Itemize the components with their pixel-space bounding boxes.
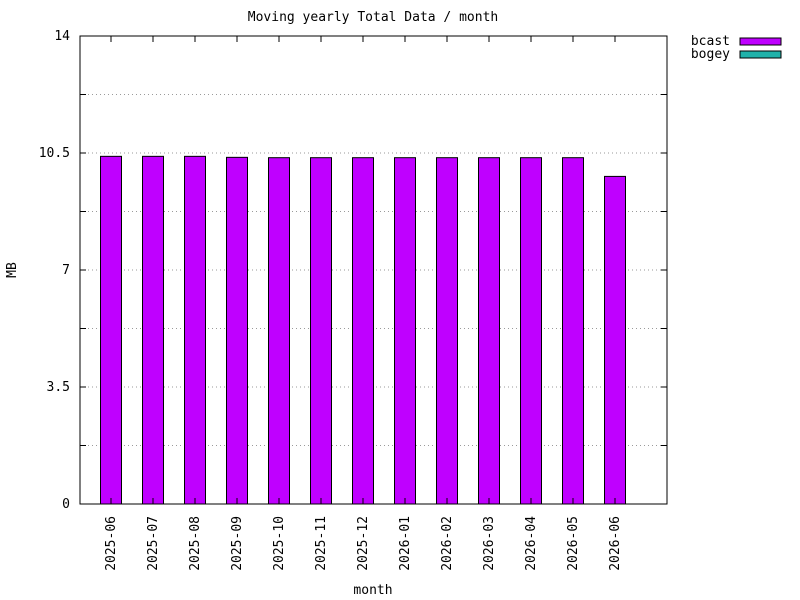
bar-bcast — [478, 157, 500, 505]
y-tick-label: 3.5 — [47, 380, 70, 395]
y-axis-label: MB — [5, 262, 20, 278]
x-tick-label: 2025-08 — [188, 516, 203, 571]
bar-bcast — [436, 157, 458, 505]
y-tick-label: 14 — [54, 29, 70, 44]
legend-label: bogey — [691, 47, 730, 62]
x-tick-label: 2026-03 — [482, 516, 497, 571]
bar-bcast — [142, 155, 164, 505]
x-tick-label: 2025-12 — [356, 516, 371, 571]
x-tick-label: 2025-09 — [230, 516, 245, 571]
y-tick-label: 10.5 — [39, 146, 70, 161]
bar-bcast — [352, 157, 374, 505]
x-axis-label: month — [353, 583, 392, 598]
bars — [100, 155, 626, 505]
x-tick-label: 2026-06 — [608, 516, 623, 571]
bar-bcast — [394, 157, 416, 505]
bar-bcast — [184, 155, 206, 505]
bar-bcast — [562, 157, 584, 505]
legend-swatch — [739, 37, 782, 46]
x-tick-label: 2026-04 — [524, 516, 539, 571]
y-tick-label: 7 — [62, 263, 70, 278]
bar-bcast — [520, 157, 542, 505]
y-tick-label: 0 — [62, 497, 70, 512]
x-tick-label: 2025-10 — [272, 516, 287, 571]
bar-bcast — [268, 157, 290, 505]
bar-bcast — [604, 175, 626, 505]
x-tick-label: 2025-11 — [314, 516, 329, 571]
x-tick-label: 2026-01 — [398, 516, 413, 571]
x-tick-label: 2026-05 — [566, 516, 581, 571]
x-tick-label: 2026-02 — [440, 516, 455, 571]
bar-bcast — [226, 156, 248, 505]
ticks: 0 3.5 7 10.5 14 2025-06 2025-07 2025-08 2025-09 2… — [39, 29, 667, 571]
bar-bcast — [310, 157, 332, 505]
bar-bcast — [100, 155, 122, 505]
legend-label: bcast — [691, 34, 730, 49]
x-tick-label: 2025-06 — [104, 516, 119, 571]
legend-swatch — [739, 50, 782, 59]
chart-title: Moving yearly Total Data / month — [248, 10, 498, 25]
x-tick-label: 2025-07 — [146, 516, 161, 571]
